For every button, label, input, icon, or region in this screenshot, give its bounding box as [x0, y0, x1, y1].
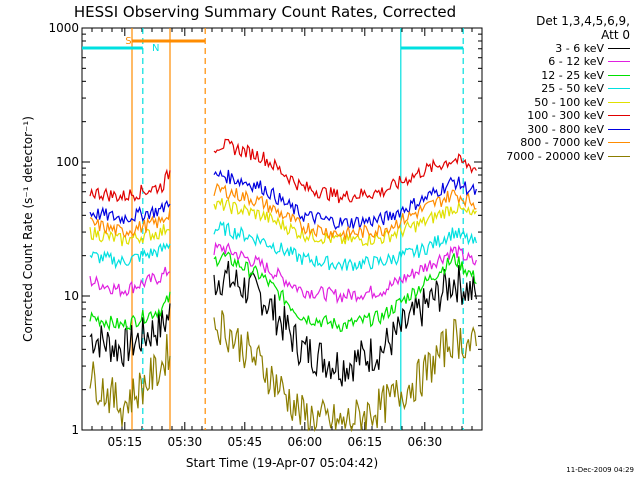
x-tick-label: 05:15 [108, 435, 143, 449]
series-line-4 [89, 224, 171, 247]
series-line-2 [89, 291, 171, 332]
legend-item: 7000 - 20000 keV [488, 149, 630, 163]
x-tick-label: 05:45 [228, 435, 263, 449]
legend-item: 50 - 100 keV [488, 95, 630, 109]
series-line-6 [213, 169, 477, 231]
series-line-8 [213, 310, 477, 433]
legend-item: 25 - 50 keV [488, 82, 630, 95]
y-axis-label: Corrected Count Rate (s⁻¹ detector⁻¹) [21, 116, 35, 342]
series-line-3 [213, 220, 477, 272]
series-line-3 [89, 242, 171, 270]
series-line-6 [89, 199, 171, 225]
legend-swatch [608, 115, 630, 116]
legend-item: 300 - 800 keV [488, 122, 630, 136]
series-line-2 [213, 251, 477, 333]
chart-title: HESSI Observing Summary Count Rates, Cor… [74, 3, 456, 21]
legend-swatch [608, 74, 630, 76]
legend-header-line2: Att 0 [601, 28, 630, 42]
series-line-4 [213, 198, 477, 247]
legend-label: 50 - 100 keV [534, 95, 604, 109]
y-tick-label: 1 [71, 423, 79, 437]
legend-item: 100 - 300 keV [488, 109, 630, 122]
legend-item: 800 - 7000 keV [488, 136, 630, 149]
series-line-7 [89, 208, 171, 239]
series-line-8 [89, 334, 171, 427]
legend-header-line1: Det 1,3,4,5,6,9, [536, 14, 630, 28]
legend-swatch [608, 155, 630, 157]
legend-swatch [608, 101, 630, 103]
legend-swatch [608, 128, 630, 130]
y-tick-label: 10 [64, 289, 79, 303]
x-tick-label: 06:30 [408, 435, 443, 449]
legend-swatch [608, 61, 630, 62]
legend-item: 6 - 12 keV [488, 55, 630, 68]
series-line-1 [213, 241, 477, 305]
s-marker-label: S [125, 36, 131, 47]
x-axis-label: Start Time (19-Apr-07 05:04:42) [186, 456, 378, 470]
legend-label: 12 - 25 keV [541, 68, 604, 82]
legend-item: 3 - 6 keV [488, 41, 630, 55]
timestamp-footnote: 11-Dec-2009 04:29 [566, 466, 634, 474]
legend-label: 300 - 800 keV [527, 122, 604, 136]
legend-swatch [608, 47, 630, 49]
legend-label: 7000 - 20000 keV [506, 149, 604, 163]
y-tick-label: 1000 [48, 21, 79, 35]
legend-label: 25 - 50 keV [541, 82, 604, 95]
series-line-1 [89, 266, 171, 298]
series-line-0 [89, 303, 171, 367]
legend-label: 800 - 7000 keV [520, 136, 604, 149]
legend-label: 6 - 12 keV [548, 55, 604, 68]
series-line-7 [213, 182, 477, 240]
series-line-5 [89, 168, 171, 203]
x-tick-label: 05:30 [168, 435, 203, 449]
legend-swatch [608, 88, 630, 89]
series-line-5 [213, 138, 477, 204]
y-tick-label: 100 [56, 155, 79, 169]
series-line-0 [213, 260, 477, 387]
legend-label: 100 - 300 keV [527, 109, 604, 122]
x-tick-label: 06:00 [288, 435, 323, 449]
legend-swatch [608, 142, 630, 143]
legend-label: 3 - 6 keV [555, 41, 604, 55]
legend-item: 12 - 25 keV [488, 68, 630, 82]
x-tick-label: 06:15 [348, 435, 383, 449]
n-marker-label: N [152, 43, 159, 54]
